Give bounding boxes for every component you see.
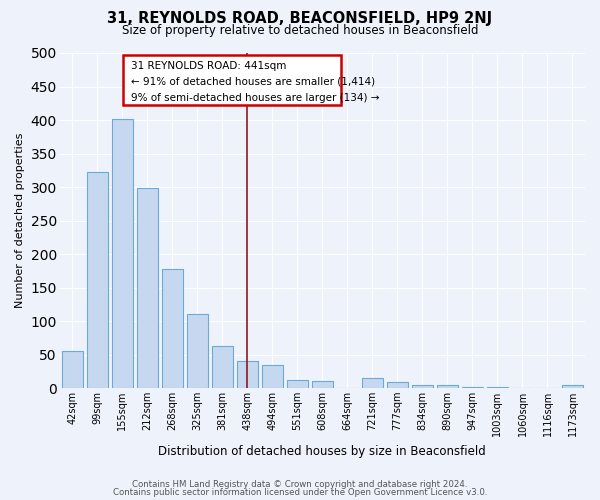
Bar	[312, 380, 333, 388]
Text: 9% of semi-detached houses are larger (134) →: 9% of semi-detached houses are larger (1…	[131, 93, 379, 103]
Text: Contains public sector information licensed under the Open Government Licence v3: Contains public sector information licen…	[113, 488, 487, 497]
Bar	[562, 384, 583, 388]
X-axis label: Distribution of detached houses by size in Beaconsfield: Distribution of detached houses by size …	[158, 444, 486, 458]
Text: Contains HM Land Registry data © Crown copyright and database right 2024.: Contains HM Land Registry data © Crown c…	[132, 480, 468, 489]
Text: ← 91% of detached houses are smaller (1,414): ← 91% of detached houses are smaller (1,…	[131, 77, 375, 87]
Bar	[287, 380, 308, 388]
Bar	[462, 386, 483, 388]
Text: 31 REYNOLDS ROAD: 441sqm: 31 REYNOLDS ROAD: 441sqm	[131, 60, 286, 70]
Bar	[387, 382, 408, 388]
Text: Size of property relative to detached houses in Beaconsfield: Size of property relative to detached ho…	[122, 24, 478, 37]
FancyBboxPatch shape	[123, 54, 341, 105]
Bar	[137, 188, 158, 388]
Bar	[187, 314, 208, 388]
Bar	[161, 270, 183, 388]
Y-axis label: Number of detached properties: Number of detached properties	[15, 133, 25, 308]
Bar	[62, 351, 83, 388]
Bar	[86, 172, 108, 388]
Bar	[212, 346, 233, 388]
Bar	[437, 386, 458, 388]
Bar	[112, 118, 133, 388]
Bar	[412, 384, 433, 388]
Text: 31, REYNOLDS ROAD, BEACONSFIELD, HP9 2NJ: 31, REYNOLDS ROAD, BEACONSFIELD, HP9 2NJ	[107, 11, 493, 26]
Bar	[236, 361, 258, 388]
Bar	[262, 364, 283, 388]
Bar	[362, 378, 383, 388]
